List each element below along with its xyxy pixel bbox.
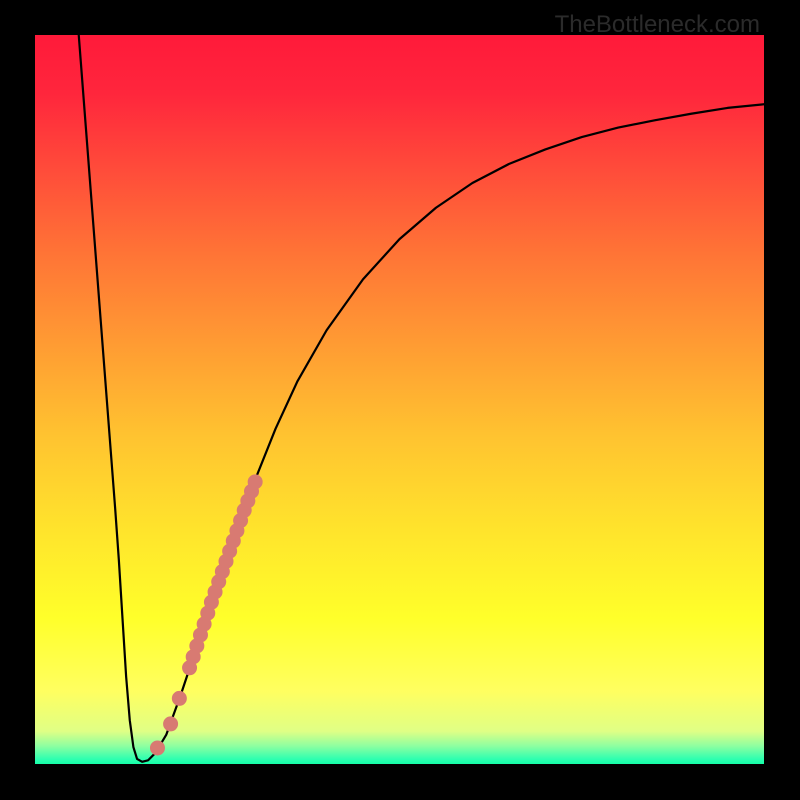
watermark-text: TheBottleneck.com: [555, 11, 760, 39]
plot-area: [35, 35, 764, 764]
bottleneck-curve: [79, 35, 764, 762]
chart-svg: [35, 35, 764, 764]
chart-container: TheBottleneck.com: [0, 0, 800, 800]
data-marker: [150, 741, 164, 755]
data-marker: [164, 717, 178, 731]
data-marker: [172, 691, 186, 705]
marker-group: [150, 475, 262, 755]
data-marker: [248, 475, 262, 489]
